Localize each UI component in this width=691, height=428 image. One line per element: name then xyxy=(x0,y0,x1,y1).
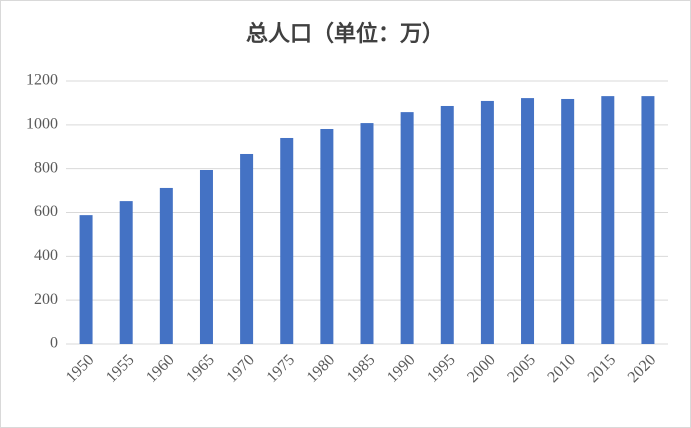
bar xyxy=(521,98,535,344)
y-tick-label: 0 xyxy=(50,335,58,352)
y-tick-label: 1000 xyxy=(26,116,58,133)
bar xyxy=(641,96,655,344)
y-tick-label: 600 xyxy=(34,203,58,220)
bar xyxy=(561,98,575,344)
bar xyxy=(320,128,334,344)
bar xyxy=(480,100,494,344)
bar xyxy=(400,112,414,344)
bar xyxy=(159,187,173,344)
chart-title: 总人口（单位：万） xyxy=(246,21,444,46)
y-tick-label: 400 xyxy=(34,247,58,264)
bar xyxy=(79,215,93,344)
bar xyxy=(360,123,374,344)
y-tick-label: 200 xyxy=(34,291,58,308)
y-tick-label: 800 xyxy=(34,159,58,176)
bar xyxy=(601,96,615,344)
bar xyxy=(280,137,294,344)
bar xyxy=(119,201,133,344)
y-tick-label: 1200 xyxy=(26,72,58,89)
bar xyxy=(240,153,254,344)
bar xyxy=(440,105,454,344)
bar xyxy=(199,169,213,344)
